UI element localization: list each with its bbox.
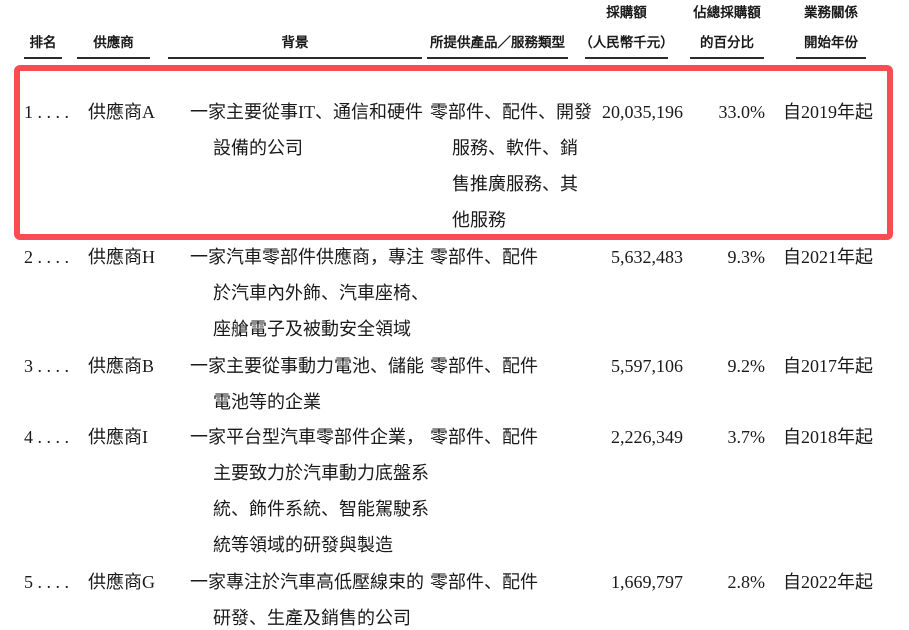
amount-cell: 20,035,196 [602,102,683,122]
background-cell: 一家主要從事IT、通信和硬件 設備的公司 [190,102,423,158]
rank-cell: 5 . . . . [24,572,69,592]
percent-cell: 9.2% [727,356,766,376]
header-underline-services [427,57,568,59]
rank-cell: 1 . . . . [24,102,69,122]
col-header-percent-line1: 佔總採購額 [693,5,761,20]
col-header-amount-line2: （人民幣千元） [579,35,674,50]
amount-cell: 2,226,349 [611,427,683,447]
col-header-rank: 排名 [29,35,57,50]
percent-cell: 3.7% [727,427,766,447]
table-row-3: 3 . . . . 供應商B 一家主要從事動力電池、儲能 電池等的企業 零部件、… [0,348,909,419]
header-underline-percent [690,57,764,59]
background-cell: 一家平台型汽車零部件企業， 主要致力於汽車動力底盤系 統、飾件系統、智能駕駛系 … [190,427,429,555]
header-underline-rank [24,57,62,59]
supplier-cell: 供應商B [88,356,155,376]
col-header-year-line1: 業務關係 [804,5,858,20]
supplier-cell: 供應商I [88,427,148,447]
background-cell: 一家汽車零部件供應商，專注 於汽車內外飾、汽車座椅、 座艙電子及被動安全領域 [190,247,429,339]
col-header-supplier: 供應商 [93,35,134,50]
col-header-services: 所提供產品／服務類型 [430,35,565,50]
services-cell: 零部件、配件 [430,572,538,592]
supplier-cell: 供應商A [88,102,155,122]
col-header-background: 背景 [281,35,309,50]
header-underline-amount [585,57,668,59]
supplier-cell: 供應商H [88,247,155,267]
col-header-amount-line1: 採購額 [606,5,647,20]
services-cell: 零部件、配件 [430,427,538,447]
year-cell: 自2022年起 [783,572,873,592]
col-header-year-line2: 開始年份 [804,35,858,50]
services-cell: 零部件、配件 [430,247,538,267]
table-row-4: 4 . . . . 供應商I 一家平台型汽車零部件企業， 主要致力於汽車動力底盤… [0,419,909,564]
percent-cell: 2.8% [727,572,766,592]
amount-cell: 5,632,483 [611,247,683,267]
table-header: 排名 供應商 背景 所提供產品／服務類型 採購額 （人民幣千元） 佔總採購額 的… [0,0,909,60]
header-underline-background [168,57,422,59]
amount-cell: 5,597,106 [611,356,683,376]
rank-cell: 2 . . . . [24,247,69,267]
table-body: 1 . . . . 供應商A 一家主要從事IT、通信和硬件 設備的公司 零部件、… [0,94,909,630]
percent-cell: 33.0% [718,102,766,122]
amount-cell: 1,669,797 [611,572,683,592]
rank-cell: 3 . . . . [24,356,69,376]
percent-cell: 9.3% [727,247,766,267]
services-cell: 零部件、配件 [430,356,538,376]
year-cell: 自2018年起 [783,427,873,447]
header-underline-supplier [77,57,150,59]
background-cell: 一家專注於汽車高低壓線束的 研發、生產及銷售的公司 [190,572,424,628]
supplier-cell: 供應商G [88,572,155,592]
year-cell: 自2019年起 [783,102,873,122]
table-row-1: 1 . . . . 供應商A 一家主要從事IT、通信和硬件 設備的公司 零部件、… [0,94,909,239]
year-cell: 自2021年起 [783,247,873,267]
background-cell: 一家主要從事動力電池、儲能 電池等的企業 [190,356,424,412]
services-cell: 零部件、配件、開發 服務、軟件、銷 售推廣服務、其 他服務 [430,102,592,230]
rank-cell: 4 . . . . [24,427,69,447]
table-row-5: 5 . . . . 供應商G 一家專注於汽車高低壓線束的 研發、生產及銷售的公司… [0,564,909,630]
year-cell: 自2017年起 [783,356,873,376]
col-header-percent-line2: 的百分比 [700,35,754,50]
header-underline-year [796,57,866,59]
table-row-2: 2 . . . . 供應商H 一家汽車零部件供應商，專注 於汽車內外飾、汽車座椅… [0,239,909,348]
